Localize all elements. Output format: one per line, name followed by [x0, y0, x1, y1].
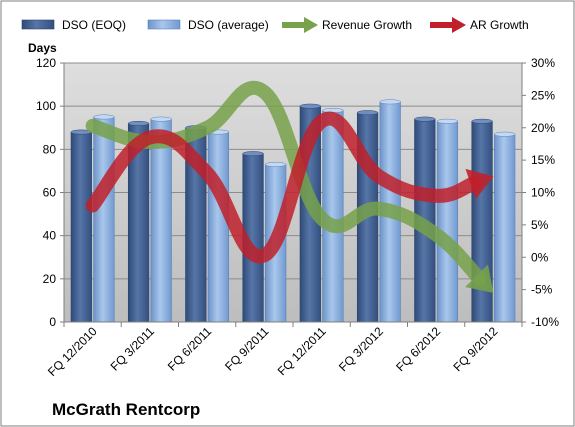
bar-dso-eoq--0: [70, 131, 92, 323]
y-right-tick-label-8: 30%: [531, 56, 555, 70]
y-right-tick-label-1: -5%: [531, 283, 553, 297]
y-left-tick-label-3: 60: [43, 186, 57, 200]
bar-cap-0-1: [128, 120, 150, 126]
y-right-tick-label-7: 25%: [531, 88, 555, 102]
bar-cap-1-1: [150, 116, 172, 122]
bar-cap-0-6: [414, 116, 436, 122]
bar-cap-1-7: [494, 131, 516, 137]
legend-swatch-dso-average-: [147, 19, 181, 30]
series-arrowhead-ar-growth: [465, 168, 494, 200]
legend-swatch-arrow-ar-growth: [452, 17, 466, 33]
company-label: McGrath Rentcorp: [52, 400, 200, 419]
bar-dso-average--6: [436, 120, 459, 323]
legend-swatch-dso-eoq-: [21, 19, 55, 30]
y-left-tick-label-5: 100: [36, 99, 56, 113]
bar-dso-average--7: [494, 133, 516, 323]
y-right-tick-label-6: 20%: [531, 121, 555, 135]
series-arrowhead-revenue-growth: [465, 264, 494, 293]
legend-label-dso-eoq-: DSO (EOQ): [62, 18, 126, 32]
y-right-tick-label-3: 5%: [531, 218, 549, 232]
bar-cap-1-0: [93, 114, 115, 120]
series-line-ar-growth: [85, 111, 482, 264]
bar-cap-1-5: [379, 99, 401, 105]
y-left-tick-label-2: 40: [43, 229, 57, 243]
y-right-tick-label-0: -10%: [531, 315, 559, 329]
legend-label-ar-growth: AR Growth: [470, 18, 529, 32]
bar-cap-1-6: [436, 118, 458, 124]
bar-cap-0-7: [471, 118, 493, 124]
bar-cap-0-5: [357, 110, 379, 116]
y-left-tick-label-1: 20: [43, 272, 57, 286]
legend-label-revenue-growth: Revenue Growth: [322, 18, 412, 32]
bar-cap-1-3: [265, 161, 287, 167]
y-right-tick-label-4: 10%: [531, 186, 555, 200]
y-axis-title: Days: [28, 41, 57, 55]
legend-swatch-arrow-revenue-growth: [304, 17, 318, 33]
bar-cap-0-3: [242, 151, 264, 157]
legend-label-dso-average-: DSO (average): [188, 18, 269, 32]
bar-dso-average--1: [150, 118, 172, 323]
y-left-tick-label-4: 80: [43, 142, 57, 156]
bar-cap-0-4: [299, 103, 321, 109]
bar-dso-average--2: [207, 131, 230, 323]
y-left-tick-label-0: 0: [49, 315, 56, 329]
y-right-tick-label-5: 15%: [531, 153, 555, 167]
y-left-tick-label-6: 120: [36, 56, 56, 70]
bar-dso-average--0: [93, 116, 115, 323]
y-right-tick-label-2: 0%: [531, 250, 549, 264]
